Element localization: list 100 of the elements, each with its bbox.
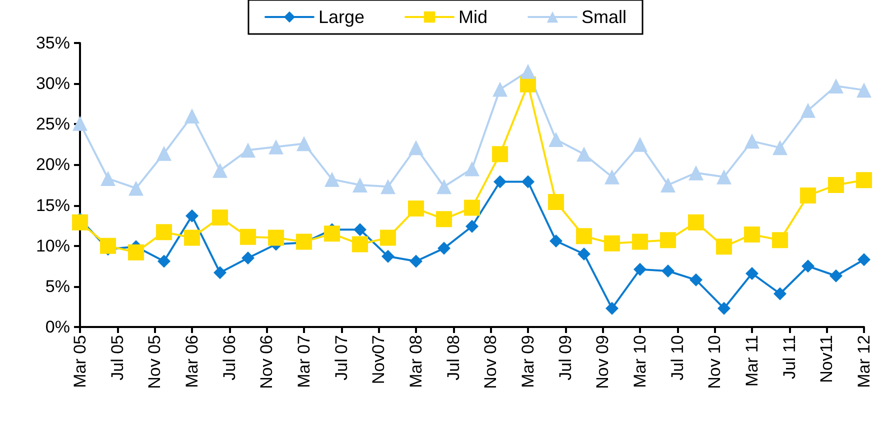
y-tick-label: 5% xyxy=(45,276,70,296)
point xyxy=(100,171,116,186)
point xyxy=(296,136,312,152)
point xyxy=(746,266,758,280)
point xyxy=(380,230,396,246)
point xyxy=(772,140,788,156)
x-tick-label: Jul 09 xyxy=(556,335,575,380)
legend-label: Large xyxy=(318,7,365,27)
x-tick-label: Nov 05 xyxy=(145,335,164,389)
x-tick-label: Mar 09 xyxy=(518,335,538,388)
point xyxy=(436,211,452,228)
point xyxy=(240,142,256,158)
x-tick-label: Nov11 xyxy=(817,335,836,383)
point xyxy=(744,134,760,149)
point xyxy=(856,172,872,188)
point xyxy=(548,132,564,148)
point xyxy=(100,238,116,254)
point xyxy=(576,146,592,162)
point xyxy=(690,273,702,286)
point xyxy=(296,234,312,250)
point xyxy=(128,180,144,196)
point xyxy=(184,108,200,124)
point xyxy=(772,232,788,248)
point xyxy=(550,234,562,248)
point xyxy=(186,209,198,222)
point xyxy=(604,235,620,252)
point xyxy=(548,194,564,210)
point xyxy=(382,250,394,263)
x-tick-label: Jul 05 xyxy=(108,335,127,380)
point xyxy=(828,177,844,193)
x-tick-label: Nov 10 xyxy=(705,335,724,389)
point xyxy=(268,230,284,246)
x-tick-label: Mar 08 xyxy=(406,335,426,388)
x-tick-label: Mar 11 xyxy=(742,335,762,387)
point xyxy=(128,244,144,260)
point xyxy=(408,200,424,217)
x-tick-label: Nov 06 xyxy=(257,335,276,389)
point xyxy=(662,264,674,278)
y-tick-label: 10% xyxy=(36,236,70,256)
point xyxy=(858,253,870,266)
point xyxy=(212,209,228,226)
point xyxy=(158,254,170,268)
y-tick-label: 15% xyxy=(36,196,70,215)
point xyxy=(802,260,814,273)
y-tick-label: 25% xyxy=(36,114,70,134)
point xyxy=(156,146,172,161)
point xyxy=(380,179,396,194)
point xyxy=(354,223,366,236)
y-tick-label: 30% xyxy=(36,74,70,94)
point xyxy=(716,169,732,184)
point xyxy=(408,140,424,156)
point xyxy=(632,136,648,152)
point xyxy=(688,214,704,230)
legend-label: Small xyxy=(582,7,627,27)
point xyxy=(774,287,786,300)
x-tick-label: Nov 09 xyxy=(593,335,612,389)
point xyxy=(492,82,508,97)
point xyxy=(324,172,340,187)
x-tick-label: Jul 11 xyxy=(780,335,799,380)
point xyxy=(464,161,480,176)
y-tick-label: 20% xyxy=(36,155,70,174)
point xyxy=(352,178,368,192)
legend-label: Mid xyxy=(458,7,488,27)
point xyxy=(660,232,676,248)
point xyxy=(464,200,480,216)
x-tick-label: Jul 06 xyxy=(220,335,239,380)
x-tick-label: Jul 07 xyxy=(332,335,351,380)
x-tick-label: Jul 10 xyxy=(668,335,687,380)
point xyxy=(438,242,450,255)
point xyxy=(606,302,618,315)
point xyxy=(830,269,842,282)
point xyxy=(410,254,422,268)
point xyxy=(828,78,844,94)
point xyxy=(72,214,88,230)
point xyxy=(520,64,536,79)
point xyxy=(324,226,340,242)
point xyxy=(240,228,256,245)
point xyxy=(242,252,254,265)
y-tick-label: 0% xyxy=(45,318,70,336)
point xyxy=(212,162,228,178)
point xyxy=(718,302,730,315)
point xyxy=(744,226,760,242)
point xyxy=(156,224,172,240)
point xyxy=(352,236,368,252)
x-tick-label: Mar 12 xyxy=(854,335,874,388)
point xyxy=(522,175,534,188)
point xyxy=(578,247,590,260)
point xyxy=(492,146,508,162)
point xyxy=(494,175,506,188)
point xyxy=(184,230,200,246)
x-tick-label: Nov 08 xyxy=(481,335,500,389)
point xyxy=(634,262,646,276)
y-tick-label: 35% xyxy=(36,34,70,52)
x-tick-label: Mar 06 xyxy=(182,335,202,388)
x-tick-label: Jul 08 xyxy=(444,335,463,380)
point xyxy=(466,220,478,233)
point xyxy=(436,179,452,194)
point xyxy=(268,139,284,154)
x-tick-label: Mar 07 xyxy=(294,335,314,388)
point xyxy=(604,169,620,184)
